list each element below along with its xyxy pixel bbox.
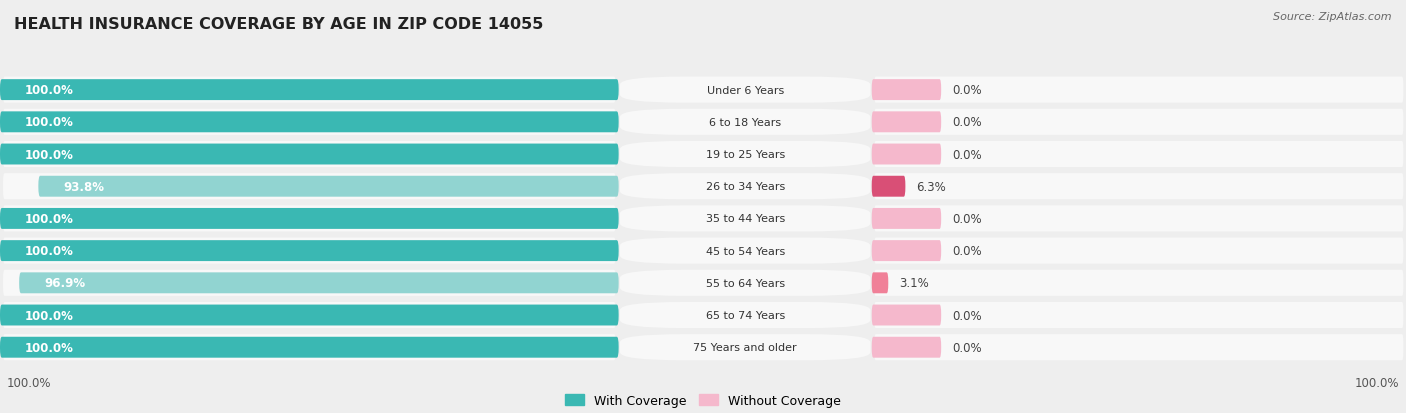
Text: 100.0%: 100.0%	[25, 116, 73, 129]
Text: 35 to 44 Years: 35 to 44 Years	[706, 214, 785, 224]
Text: 0.0%: 0.0%	[952, 309, 981, 322]
Text: 100.0%: 100.0%	[25, 309, 73, 322]
Text: 0.0%: 0.0%	[952, 116, 981, 129]
FancyBboxPatch shape	[0, 209, 619, 229]
FancyBboxPatch shape	[620, 302, 870, 328]
Text: 6.3%: 6.3%	[917, 180, 946, 193]
Text: 65 to 74 Years: 65 to 74 Years	[706, 310, 785, 320]
Text: 100.0%: 100.0%	[25, 212, 73, 225]
Text: 100.0%: 100.0%	[7, 376, 52, 389]
Text: 100.0%: 100.0%	[25, 84, 73, 97]
Text: 75 Years and older: 75 Years and older	[693, 342, 797, 352]
Text: 100.0%: 100.0%	[25, 148, 73, 161]
FancyBboxPatch shape	[872, 176, 905, 197]
Text: 19 to 25 Years: 19 to 25 Years	[706, 150, 785, 160]
FancyBboxPatch shape	[875, 174, 1403, 200]
FancyBboxPatch shape	[875, 302, 1403, 328]
FancyBboxPatch shape	[3, 302, 616, 328]
Text: 3.1%: 3.1%	[898, 277, 929, 290]
FancyBboxPatch shape	[38, 176, 619, 197]
FancyBboxPatch shape	[0, 337, 619, 358]
FancyBboxPatch shape	[3, 238, 616, 264]
FancyBboxPatch shape	[620, 142, 870, 168]
Text: HEALTH INSURANCE COVERAGE BY AGE IN ZIP CODE 14055: HEALTH INSURANCE COVERAGE BY AGE IN ZIP …	[14, 17, 544, 31]
FancyBboxPatch shape	[0, 240, 619, 261]
Text: 45 to 54 Years: 45 to 54 Years	[706, 246, 785, 256]
Legend: With Coverage, Without Coverage: With Coverage, Without Coverage	[565, 394, 841, 407]
FancyBboxPatch shape	[20, 273, 619, 294]
FancyBboxPatch shape	[875, 142, 1403, 168]
FancyBboxPatch shape	[872, 305, 941, 326]
FancyBboxPatch shape	[3, 174, 616, 200]
Text: 100.0%: 100.0%	[25, 341, 73, 354]
Text: 96.9%: 96.9%	[44, 277, 84, 290]
FancyBboxPatch shape	[875, 206, 1403, 232]
FancyBboxPatch shape	[0, 80, 619, 101]
FancyBboxPatch shape	[0, 112, 619, 133]
FancyBboxPatch shape	[620, 77, 870, 103]
FancyBboxPatch shape	[872, 80, 941, 101]
FancyBboxPatch shape	[0, 305, 619, 326]
FancyBboxPatch shape	[620, 206, 870, 232]
Text: 0.0%: 0.0%	[952, 84, 981, 97]
FancyBboxPatch shape	[872, 240, 941, 261]
FancyBboxPatch shape	[3, 77, 616, 103]
Text: 93.8%: 93.8%	[63, 180, 104, 193]
FancyBboxPatch shape	[620, 238, 870, 264]
Text: 55 to 64 Years: 55 to 64 Years	[706, 278, 785, 288]
FancyBboxPatch shape	[875, 238, 1403, 264]
FancyBboxPatch shape	[620, 335, 870, 361]
FancyBboxPatch shape	[3, 142, 616, 168]
Text: Under 6 Years: Under 6 Years	[707, 85, 783, 95]
FancyBboxPatch shape	[872, 112, 941, 133]
FancyBboxPatch shape	[620, 174, 870, 200]
FancyBboxPatch shape	[872, 209, 941, 229]
FancyBboxPatch shape	[875, 270, 1403, 296]
FancyBboxPatch shape	[875, 335, 1403, 361]
FancyBboxPatch shape	[620, 109, 870, 135]
FancyBboxPatch shape	[3, 335, 616, 361]
FancyBboxPatch shape	[875, 109, 1403, 135]
Text: 0.0%: 0.0%	[952, 244, 981, 257]
Text: 0.0%: 0.0%	[952, 148, 981, 161]
Text: 100.0%: 100.0%	[1354, 376, 1399, 389]
Text: 6 to 18 Years: 6 to 18 Years	[709, 118, 782, 128]
Text: Source: ZipAtlas.com: Source: ZipAtlas.com	[1274, 12, 1392, 22]
FancyBboxPatch shape	[872, 144, 941, 165]
FancyBboxPatch shape	[620, 270, 870, 296]
Text: 0.0%: 0.0%	[952, 341, 981, 354]
FancyBboxPatch shape	[3, 206, 616, 232]
FancyBboxPatch shape	[0, 144, 619, 165]
FancyBboxPatch shape	[872, 273, 889, 294]
FancyBboxPatch shape	[3, 270, 616, 296]
Text: 100.0%: 100.0%	[25, 244, 73, 257]
FancyBboxPatch shape	[875, 77, 1403, 103]
FancyBboxPatch shape	[872, 337, 941, 358]
Text: 0.0%: 0.0%	[952, 212, 981, 225]
FancyBboxPatch shape	[3, 109, 616, 135]
Text: 26 to 34 Years: 26 to 34 Years	[706, 182, 785, 192]
